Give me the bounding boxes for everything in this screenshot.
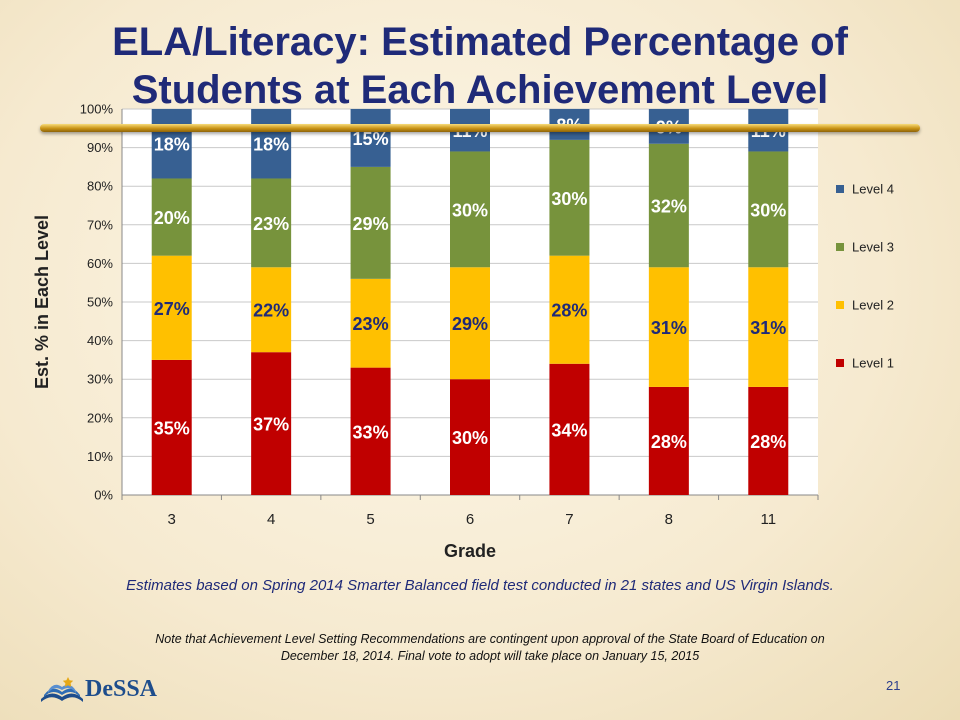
data-label: 18% — [154, 135, 190, 155]
legend-label: Level 2 — [852, 298, 894, 313]
x-axis-title: Grade — [444, 541, 496, 561]
data-label: 30% — [551, 189, 587, 209]
y-tick-label: 60% — [87, 256, 113, 271]
data-label: 33% — [353, 422, 389, 442]
bar-level-2-grade-8 — [648, 267, 689, 387]
legend-swatch — [836, 301, 844, 309]
y-tick-label: 80% — [87, 179, 113, 194]
dessa-logo: DeSSA — [38, 672, 157, 706]
data-label: 31% — [651, 318, 687, 338]
y-tick-label: 100% — [80, 102, 114, 117]
data-label: 32% — [651, 197, 687, 217]
x-tick-label: 4 — [267, 511, 275, 528]
x-tick-label: 5 — [366, 511, 374, 528]
data-label: 31% — [750, 318, 786, 338]
y-tick-label: 0% — [94, 488, 113, 503]
data-label: 30% — [452, 200, 488, 220]
bar-level-1-grade-11 — [748, 386, 789, 495]
bar-level-2-grade-11 — [748, 267, 789, 387]
data-label: 28% — [750, 432, 786, 452]
bar-level-4-grade-4 — [251, 109, 292, 179]
data-label: 34% — [551, 420, 587, 440]
data-label: 29% — [452, 314, 488, 334]
x-tick-label: 3 — [168, 511, 176, 528]
logo-text: DeSSA — [85, 676, 158, 702]
y-tick-label: 50% — [87, 295, 113, 310]
y-tick-label: 90% — [87, 140, 113, 155]
data-label: 23% — [253, 214, 289, 234]
y-axis-title: Est. % in Each Level — [32, 215, 52, 389]
data-label: 15% — [353, 129, 389, 149]
x-tick-label: 11 — [760, 511, 776, 528]
y-tick-label: 20% — [87, 410, 113, 425]
bar-level-3-grade-3 — [151, 178, 192, 256]
estimates-note: Estimates based on Spring 2014 Smarter B… — [126, 577, 834, 594]
legend-swatch — [836, 185, 844, 193]
bar-level-2-grade-4 — [251, 267, 292, 353]
x-tick-label: 7 — [565, 511, 573, 528]
data-label: 35% — [154, 418, 190, 438]
slide-title: ELA/Literacy: Estimated Percentage of St… — [112, 20, 848, 112]
data-label: 29% — [353, 214, 389, 234]
data-label: 30% — [750, 200, 786, 220]
bar-level-3-grade-11 — [748, 151, 789, 268]
x-tick-label: 8 — [665, 511, 673, 528]
bar-level-1-grade-8 — [648, 386, 689, 495]
bar-level-3-grade-7 — [549, 139, 590, 256]
data-label: 37% — [253, 415, 289, 435]
bar-level-3-grade-8 — [648, 143, 689, 268]
data-label: 23% — [353, 314, 389, 334]
approval-note: Note that Achievement Level Setting Reco… — [155, 632, 825, 663]
bar-level-4-grade-3 — [151, 109, 192, 179]
y-tick-label: 40% — [87, 333, 113, 348]
bar-level-3-grade-4 — [251, 178, 292, 268]
bar-level-1-grade-5 — [350, 367, 391, 495]
y-tick-label: 30% — [87, 372, 113, 387]
y-tick-label: 10% — [87, 449, 113, 464]
title-divider — [40, 124, 920, 132]
data-label: 30% — [452, 428, 488, 448]
bar-level-1-grade-3 — [151, 359, 192, 495]
data-label: 28% — [551, 301, 587, 321]
book-icon — [41, 677, 83, 702]
bar-level-3-grade-6 — [450, 151, 490, 268]
page-number: 21 — [886, 678, 901, 693]
bar-level-2-grade-3 — [151, 255, 192, 360]
legend-label: Level 1 — [852, 356, 894, 371]
legend-swatch — [836, 359, 844, 367]
data-label: 20% — [154, 208, 190, 228]
x-tick-label: 6 — [466, 511, 474, 528]
bar-level-2-grade-7 — [549, 255, 590, 364]
data-label: 28% — [651, 432, 687, 452]
legend-swatch — [836, 243, 844, 251]
bar-level-2-grade-6 — [450, 267, 490, 380]
bar-level-3-grade-5 — [350, 166, 391, 279]
legend-label: Level 4 — [852, 182, 894, 197]
data-label: 22% — [253, 301, 289, 321]
legend-label: Level 3 — [852, 240, 894, 255]
bar-level-1-grade-7 — [549, 363, 590, 495]
y-tick-label: 70% — [87, 217, 113, 232]
bar-level-1-grade-6 — [450, 379, 490, 495]
bar-level-2-grade-5 — [350, 278, 391, 368]
bar-level-1-grade-4 — [251, 352, 292, 495]
bar-level-4-grade-5 — [350, 109, 391, 167]
data-label: 18% — [253, 135, 289, 155]
data-label: 27% — [154, 299, 190, 319]
